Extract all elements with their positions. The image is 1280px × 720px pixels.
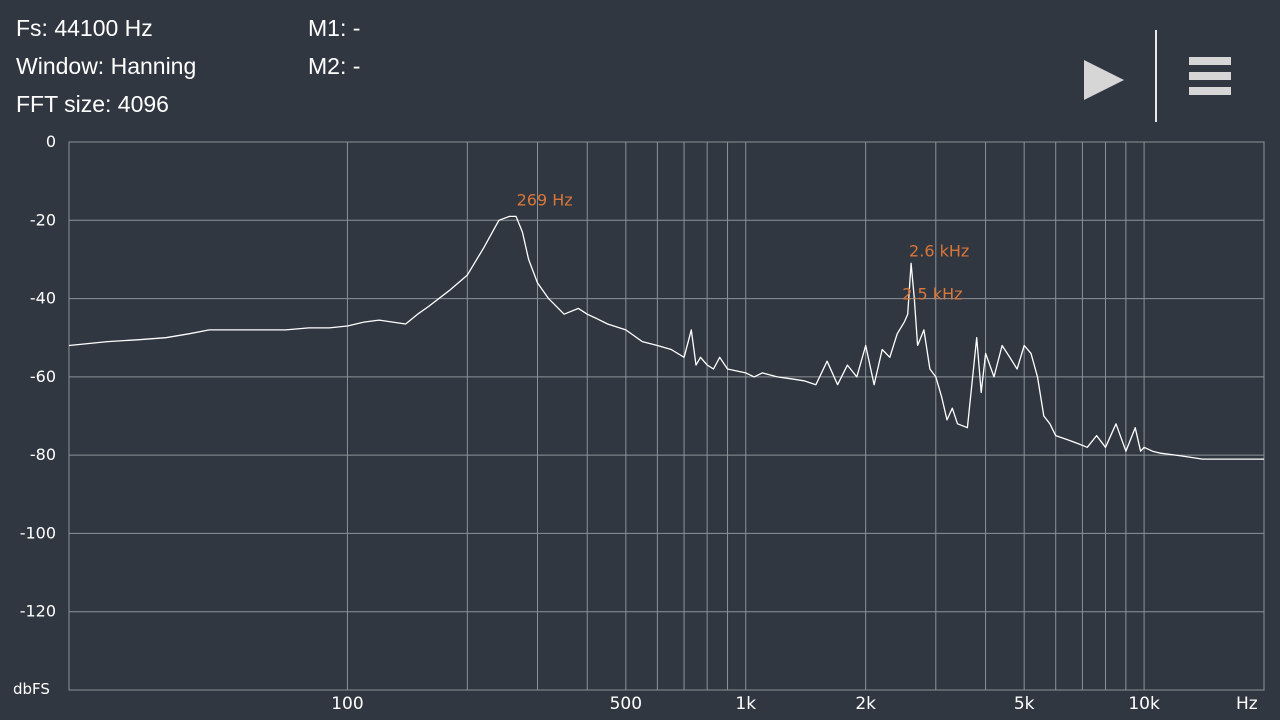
x-axis-unit-label: Hz xyxy=(1236,694,1258,714)
peak-label: 2.5 kHz xyxy=(902,285,962,304)
x-tick-label: 10k xyxy=(1128,694,1160,714)
marker-1-readout: M1: - xyxy=(308,15,361,41)
peak-labels: 269 Hz 2.6 kHz 2.5 kHz xyxy=(517,191,970,304)
y-tick-label: -20 xyxy=(30,210,56,229)
x-tick-label: 1k xyxy=(735,694,756,714)
y-tick-label: -60 xyxy=(30,367,56,386)
y-tick-label: -80 xyxy=(30,445,56,464)
analysis-settings: Fs: 44100 Hz Window: Hanning FFT size: 4… xyxy=(16,9,196,123)
toolbar-divider xyxy=(1155,30,1157,122)
chart-axis-labels: dbFS Hz xyxy=(13,680,1258,714)
sample-rate-label: Fs: 44100 Hz xyxy=(16,15,153,41)
hamburger-menu-icon xyxy=(1189,57,1231,95)
x-tick-label: 2k xyxy=(855,694,876,714)
play-icon xyxy=(1084,60,1124,100)
spectrum-trace xyxy=(68,215,1264,460)
x-tick-label: 100 xyxy=(331,694,363,714)
chart-grid: 0 -20 -40 -60 -80 -100 -120 100 500 1k 2k 5k 10k xyxy=(20,132,1265,714)
play-button[interactable] xyxy=(1076,52,1132,108)
window-function-label: Window: Hanning xyxy=(16,53,197,79)
marker-readouts: M1: - M2: - xyxy=(308,9,360,85)
fft-size-label: FFT size: 4096 xyxy=(16,91,169,117)
peak-label: 269 Hz xyxy=(517,191,573,210)
plot-frame xyxy=(68,141,1265,691)
y-tick-label: 0 xyxy=(46,132,56,151)
peak-label: 2.6 kHz xyxy=(909,242,969,261)
y-tick-label: -120 xyxy=(20,602,56,621)
x-tick-label: 500 xyxy=(610,694,642,714)
spectrum-trace-group xyxy=(68,215,1264,460)
y-tick-label: -100 xyxy=(20,523,56,542)
x-tick-label: 5k xyxy=(1014,694,1035,714)
y-axis-unit-label: dbFS xyxy=(13,680,50,698)
marker-2-readout: M2: - xyxy=(308,53,361,79)
menu-button[interactable] xyxy=(1182,52,1238,108)
y-tick-label: -40 xyxy=(30,289,56,308)
